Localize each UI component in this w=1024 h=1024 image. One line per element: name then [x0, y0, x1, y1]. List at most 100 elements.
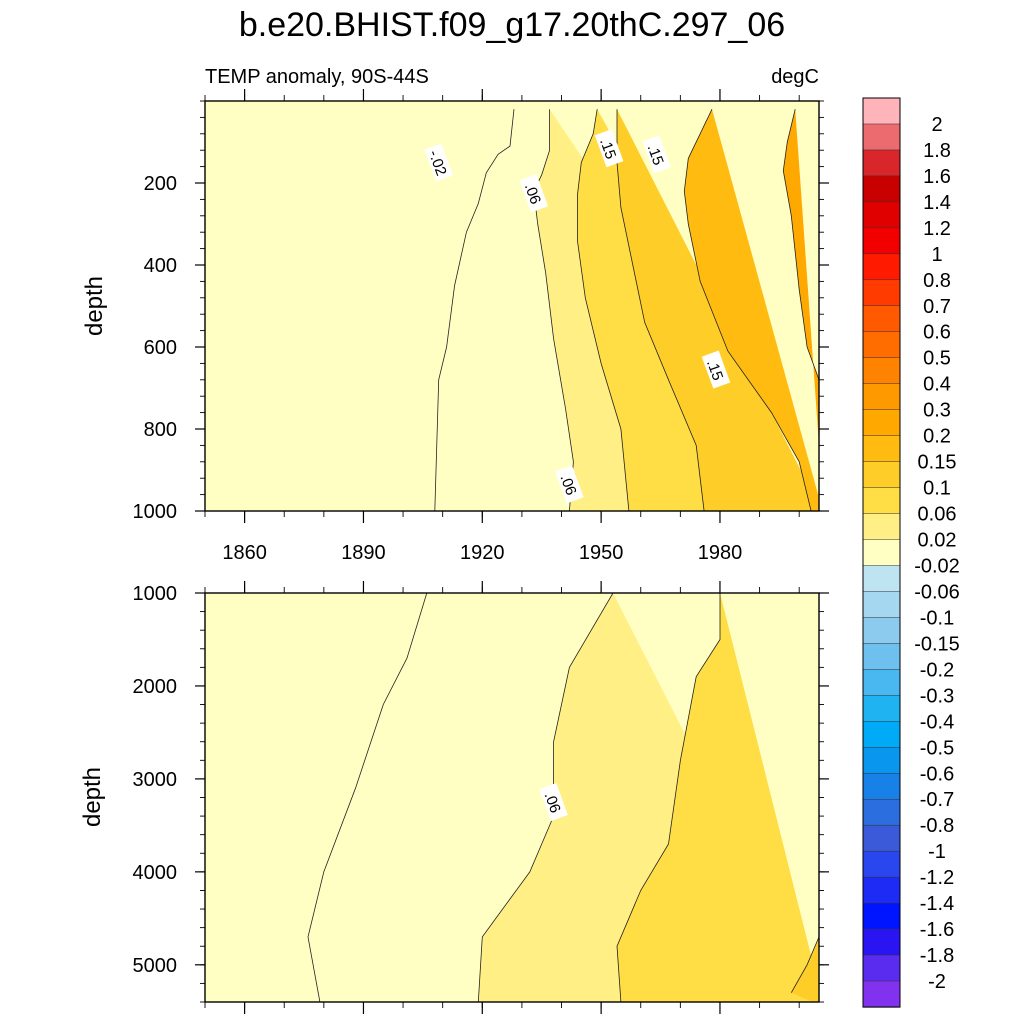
contour-label-text: .06	[541, 790, 564, 815]
colorbar-label: 1.2	[923, 218, 951, 240]
colorbar-swatch	[862, 201, 901, 229]
colorbar-label: 1.8	[923, 140, 951, 162]
contour-band-0.3	[783, 109, 819, 446]
upper-plot-frame	[204, 100, 820, 512]
upper-panel: -.02.06.15.15.15.06 20040060080010001860…	[81, 89, 829, 564]
colorbar-swatch	[862, 461, 901, 489]
chart-subtitle-units: degC	[771, 66, 819, 88]
colorbar-label: 1	[931, 244, 942, 266]
colorbar-swatch	[862, 617, 901, 645]
colorbar-label: 0.4	[923, 374, 951, 396]
colorbar-swatch	[862, 409, 901, 437]
colorbar-swatch	[862, 954, 901, 982]
contour-label-text: .06	[521, 181, 544, 206]
x-tick-label: 1950	[579, 542, 624, 564]
colorbar-swatch	[862, 721, 901, 748]
colorbar-label: -1	[928, 841, 946, 863]
colorbar-swatch	[862, 643, 901, 671]
colorbar-label: -0.6	[920, 763, 954, 785]
x-tick-label: 1920	[460, 542, 505, 564]
contour-line-0.06	[533, 109, 574, 511]
colorbar-swatch	[862, 876, 901, 904]
colorbar-swatch	[862, 487, 901, 515]
contour-label: .15	[642, 135, 671, 174]
colorbar-label: -0.1	[920, 607, 954, 629]
contour-label: .06	[539, 783, 568, 822]
colorbar-label: -1.2	[920, 867, 954, 889]
colorbar-frame	[862, 97, 901, 1008]
colorbar-swatch	[862, 435, 901, 463]
contour-label: .15	[594, 129, 624, 168]
contour-label-text: .15	[703, 357, 726, 382]
y-tick-label: 1000	[133, 501, 178, 523]
colorbar-swatch	[862, 798, 901, 826]
colorbar-swatch	[862, 331, 901, 359]
contour-label-text: .06	[556, 472, 579, 497]
y-tick-label: 200	[144, 173, 177, 195]
colorbar-swatch	[862, 824, 901, 852]
contour-line-0.15	[616, 109, 705, 511]
y-tick-label: 400	[144, 255, 177, 277]
colorbar-label: 0.15	[918, 452, 957, 474]
contour-label: .06	[555, 465, 584, 504]
contour-line-0.1	[616, 593, 721, 1002]
colorbar-swatch	[862, 539, 901, 567]
contour-label: .06	[519, 174, 549, 213]
colorbar-label: 0.7	[923, 296, 951, 318]
colorbar-swatch	[862, 279, 901, 307]
y-tick-label: 5000	[133, 955, 178, 977]
colorbar-label: -0.5	[920, 737, 954, 759]
colorbar-label: -0.02	[914, 556, 960, 578]
lower-panel: .06 1000 2000 3000 4000 5000 depth	[79, 581, 829, 1014]
colorbar-swatch	[862, 357, 901, 385]
colorbar-label: 2	[931, 114, 942, 136]
contour-band-0.1	[617, 593, 819, 1002]
colorbar-label: 0.5	[923, 348, 951, 370]
colorbar-label: 0.02	[918, 530, 957, 552]
colorbar-label: -0.4	[920, 711, 954, 733]
chart-subtitle-variable: TEMP anomaly, 90S-44S	[205, 66, 429, 88]
colorbar-swatch	[862, 513, 901, 541]
colorbar-swatch	[862, 149, 901, 177]
contour-line-0.02	[434, 109, 515, 511]
colorbar-label: -0.2	[920, 659, 954, 681]
x-tick-label: 1980	[698, 542, 743, 564]
colorbar-swatch	[862, 928, 901, 956]
contour-label-text: .15	[596, 136, 619, 161]
colorbar-swatch	[862, 773, 901, 800]
colorbar-label: -1.8	[920, 945, 954, 967]
colorbar-label: 1.6	[923, 166, 951, 188]
contour-line-0.1	[577, 109, 630, 511]
colorbar-swatch	[862, 902, 901, 930]
colorbar-label: -0.06	[914, 582, 960, 604]
x-tick-label: 1860	[222, 542, 267, 564]
colorbar-swatch	[862, 227, 901, 255]
colorbar-label: -1.4	[920, 893, 954, 915]
colorbar-swatch	[862, 383, 901, 411]
colorbar-label: 0.3	[923, 400, 951, 422]
colorbar-label: -0.3	[920, 685, 954, 707]
contour-label: .15	[701, 350, 731, 389]
colorbar-swatch	[862, 305, 901, 333]
colorbar-label: 0.8	[923, 270, 951, 292]
upper-y-axis-label: depth	[81, 276, 108, 336]
y-tick-label: 3000	[133, 769, 178, 791]
contour-line-0.02	[307, 593, 428, 1002]
colorbar-label: 0.6	[923, 322, 951, 344]
colorbar-swatch	[862, 850, 901, 878]
chart-title: b.e20.BHIST.f09_g17.20thC.297_06	[239, 6, 785, 44]
colorbar-label: 0.06	[918, 504, 957, 526]
contour-band-0.2	[684, 109, 819, 511]
colorbar-swatch	[862, 591, 901, 619]
colorbar-label: -0.7	[920, 789, 954, 811]
colorbar: 2 1.8 1.6 1.4 1.2 1 0.8 0.7 0.6 0.5 0.4 0.3 0.2 0.15 0…	[862, 97, 960, 1008]
lower-y-axis-label: depth	[79, 767, 106, 827]
colorbar-swatch	[862, 695, 901, 722]
y-tick-label: 2000	[133, 676, 178, 698]
colorbar-swatch	[862, 175, 901, 203]
colorbar-label: -0.8	[920, 815, 954, 837]
y-tick-label: 4000	[133, 862, 178, 884]
colorbar-label: -0.15	[914, 633, 960, 655]
colorbar-swatch	[862, 980, 901, 1008]
contour-line-0.2	[683, 109, 812, 511]
